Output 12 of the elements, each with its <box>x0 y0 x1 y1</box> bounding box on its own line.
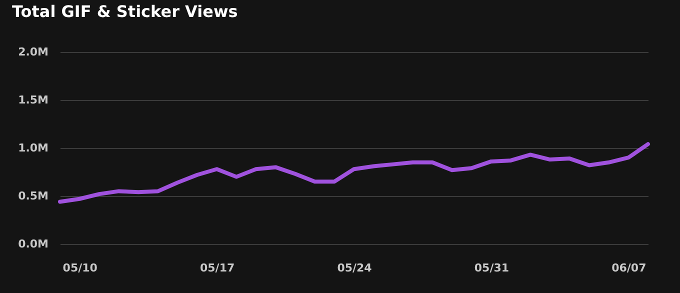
x-tick-label: 05/24 <box>337 262 372 274</box>
x-tick-label: 05/31 <box>474 262 510 274</box>
x-tick-label: 06/07 <box>612 262 646 274</box>
y-tick-label: 2.0M <box>18 46 48 58</box>
x-tick-label: 05/10 <box>62 262 98 274</box>
line-series <box>58 142 650 204</box>
y-tick-label: 1.0M <box>18 142 48 154</box>
y-tick-label: 0.5M <box>18 190 48 202</box>
y-tick-label: 1.5M <box>18 94 48 106</box>
x-tick-label: 05/17 <box>200 262 235 274</box>
y-tick-label: 0.0M <box>18 238 48 250</box>
chart-title: Total GIF & Sticker Views <box>12 2 238 21</box>
